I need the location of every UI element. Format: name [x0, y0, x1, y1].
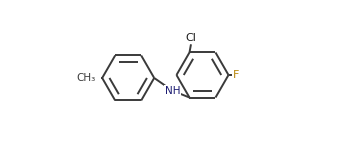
Text: CH₃: CH₃	[76, 73, 96, 83]
Text: Cl: Cl	[186, 33, 196, 43]
Text: NH: NH	[165, 86, 180, 96]
Text: F: F	[233, 70, 239, 80]
